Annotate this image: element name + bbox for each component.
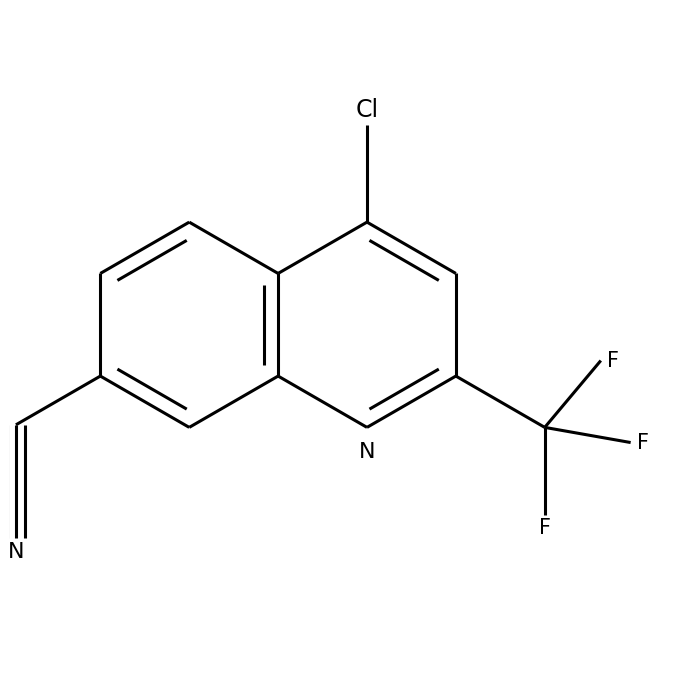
Text: N: N xyxy=(359,442,375,462)
Text: Cl: Cl xyxy=(355,98,379,122)
Text: F: F xyxy=(539,518,551,538)
Text: F: F xyxy=(607,351,620,370)
Text: F: F xyxy=(637,433,649,452)
Text: N: N xyxy=(7,541,24,562)
